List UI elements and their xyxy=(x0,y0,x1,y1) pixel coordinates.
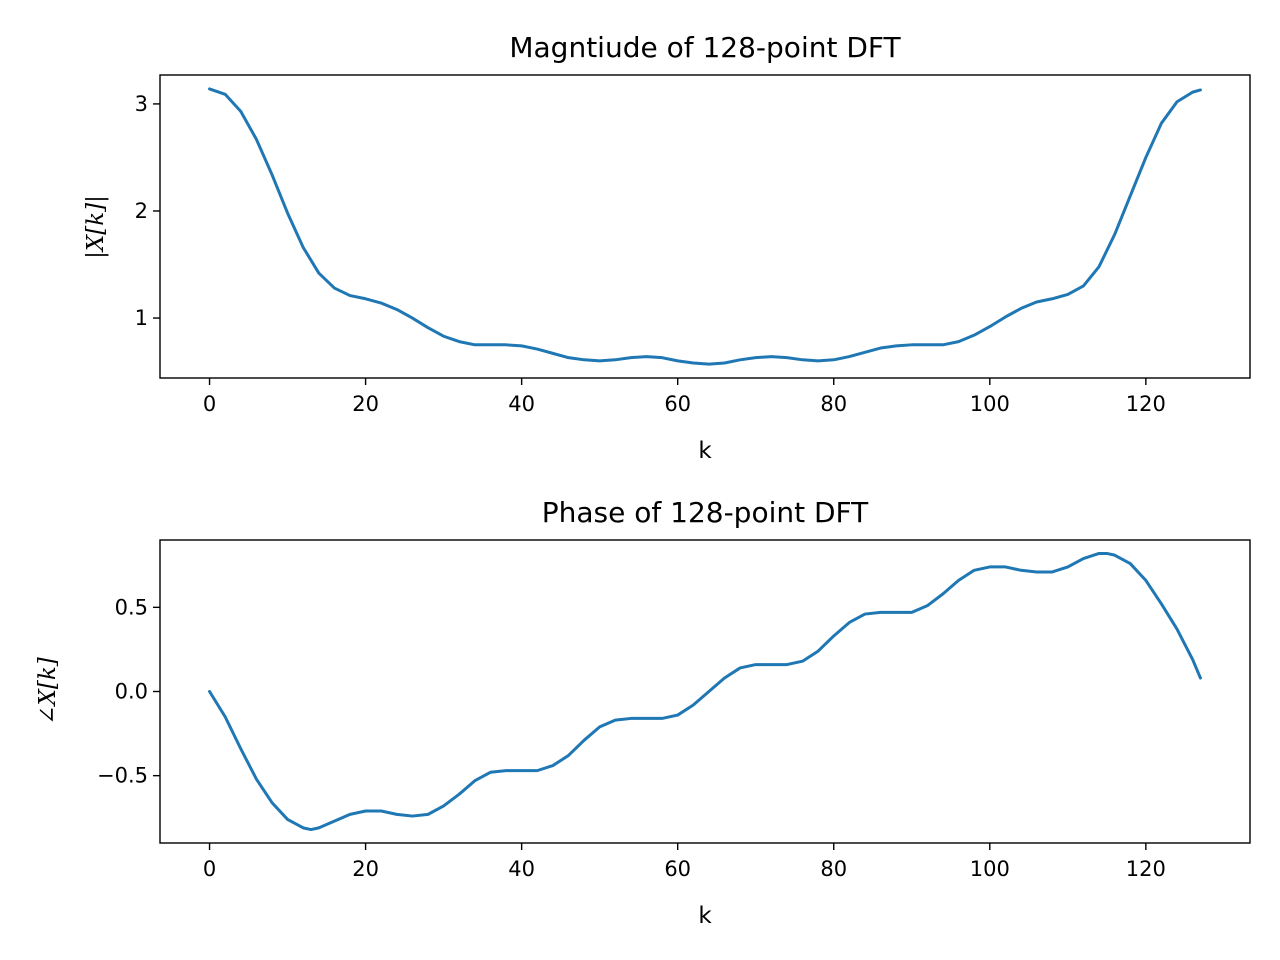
phase-x-ticks: 0 20 40 60 80 100 120 xyxy=(203,843,1166,881)
magnitude-subplot: Magntiude of 128-point DFT 0 20 40 60 80 100 1… xyxy=(83,31,1251,464)
magnitude-y-tick-label: 2 xyxy=(135,199,148,223)
phase-plot-area xyxy=(208,551,1202,832)
magnitude-x-tick-label: 0 xyxy=(203,392,216,416)
phase-x-tick-label: 120 xyxy=(1126,857,1166,881)
magnitude-series-line-0 xyxy=(208,87,1202,366)
phase-series-line-0 xyxy=(208,551,1202,832)
magnitude-axes-frame xyxy=(159,74,1251,379)
phase-title: Phase of 128-point DFT xyxy=(542,496,869,529)
magnitude-x-axis-label: k xyxy=(698,438,712,464)
phase-x-axis-label: k xyxy=(698,903,712,929)
magnitude-y-tick-label: 3 xyxy=(135,92,148,116)
phase-subplot: Phase of 128-point DFT 0 20 40 60 80 100 120 −… xyxy=(35,496,1251,929)
magnitude-y-axis-label: |X[k]| xyxy=(83,195,109,259)
phase-x-tick-label: 100 xyxy=(970,857,1010,881)
phase-y-tick-label: −0.5 xyxy=(97,764,148,788)
phase-x-tick-label: 60 xyxy=(664,857,691,881)
magnitude-plot-area xyxy=(208,87,1202,366)
phase-x-tick-label: 20 xyxy=(352,857,379,881)
magnitude-x-tick-label: 60 xyxy=(664,392,691,416)
phase-x-tick-label: 80 xyxy=(820,857,847,881)
magnitude-x-tick-label: 120 xyxy=(1126,392,1166,416)
magnitude-x-tick-label: 20 xyxy=(352,392,379,416)
phase-y-tick-label: 0.5 xyxy=(115,595,148,619)
phase-x-tick-label: 40 xyxy=(508,857,535,881)
magnitude-x-tick-label: 100 xyxy=(970,392,1010,416)
magnitude-y-ticks: 1 2 3 xyxy=(135,92,160,330)
magnitude-x-ticks: 0 20 40 60 80 100 120 xyxy=(203,378,1166,416)
magnitude-title: Magntiude of 128-point DFT xyxy=(509,31,901,64)
magnitude-y-tick-label: 1 xyxy=(135,306,148,330)
phase-y-axis-label: ∠X[k] xyxy=(35,657,61,725)
phase-x-tick-label: 0 xyxy=(203,857,216,881)
phase-y-tick-label: 0.0 xyxy=(115,680,148,704)
magnitude-x-tick-label: 80 xyxy=(820,392,847,416)
magnitude-x-tick-label: 40 xyxy=(508,392,535,416)
phase-y-ticks: −0.5 0.0 0.5 xyxy=(97,595,160,788)
